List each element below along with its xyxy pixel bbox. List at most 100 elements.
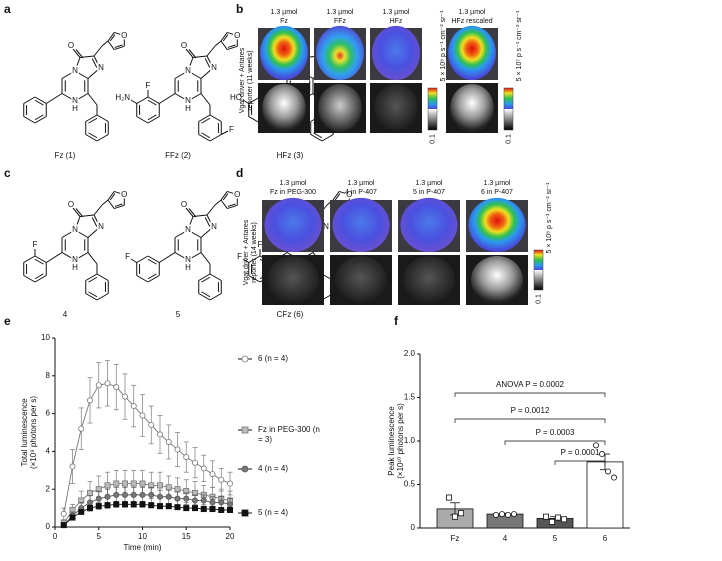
data-point [122,501,129,508]
y-axis-label: Peak luminescence [387,406,396,476]
bond [96,293,109,301]
bond [34,96,47,104]
bond [87,226,101,238]
bond [109,34,116,42]
data-point [209,499,216,506]
bond [34,273,44,280]
data-point [87,489,94,496]
data-point [148,502,155,509]
individual-point [492,511,499,518]
image-dose: 1.3 µmol [484,180,511,187]
x-tick-label: 6 [603,534,608,543]
bond [206,55,214,69]
data-point [104,502,111,509]
colorbar-max-label: 5 × 10⁷ p s⁻¹ cm⁻² sr⁻¹ [516,10,523,81]
bond [158,93,176,104]
atom-label: N [72,225,78,234]
legend-marker [241,355,249,363]
y-tick-label: 0 [46,522,51,531]
bond [220,191,228,201]
bond [23,255,36,263]
substituent-label: F [237,252,242,261]
bond [227,203,236,207]
legend-marker [241,509,249,517]
bond [209,293,222,301]
bond [321,134,334,142]
bond [198,293,211,301]
data-point [174,446,181,453]
data-point [183,505,190,512]
bond [136,116,149,124]
bond [101,199,109,206]
significance-bracket [454,392,606,397]
x-tick-label: 10 [138,532,147,541]
grayscale-image [374,84,418,132]
atom-label: O [234,190,240,199]
x-tick-label: 5 [553,534,558,543]
data-point [139,412,146,419]
atom-label: H [72,104,78,113]
legend-label: 6 (n = 4) [258,354,289,363]
bond [87,93,98,106]
legend-marker [241,465,249,473]
atom-label: O [346,190,352,199]
data-point [165,484,172,491]
data-point [113,491,120,498]
legend-label: Fz in PEG-300 (n = 3) [258,425,320,444]
structure-caption: CFz (6) [277,310,304,319]
bioluminescence-image [372,25,420,80]
bond [198,114,211,122]
panel-letter: d [236,166,243,180]
bond [220,199,228,209]
data-point [156,482,163,489]
individual-point [451,513,458,520]
individual-point [510,511,517,518]
bioluminescence-image [260,25,308,80]
bond [74,229,89,238]
atom-label: O [68,200,74,209]
bond [242,258,249,263]
bond [220,32,228,42]
atom-label: O [68,41,74,50]
bond [61,252,76,261]
individual-point [445,494,452,501]
data-point [209,506,216,513]
data-point [95,503,102,510]
data-point [226,501,233,508]
substituent-label: F [146,81,151,90]
bond [136,96,149,104]
atom-label: N [211,63,217,72]
atom-label: N [72,66,78,75]
data-point [113,480,120,487]
individual-point [599,451,606,458]
structure-caption: HFz (3) [277,151,304,160]
grayscale-image [402,256,456,304]
panel-letter: b [236,2,243,16]
bond [200,252,211,265]
bond [74,252,89,261]
bond [74,57,81,72]
atom-label: H [72,263,78,272]
bond [209,273,222,281]
bond [91,58,98,68]
atom-label: N [185,225,191,234]
data-point [226,506,233,513]
bond [85,134,98,142]
data-point [148,421,155,428]
bond [85,273,98,281]
y-tick-label: 0.5 [404,480,416,489]
bond [188,49,197,59]
bond [75,208,84,218]
image-label: FFz [334,18,347,25]
bond [61,229,76,238]
atom-label: O [234,31,240,40]
bond [174,93,189,102]
bond [204,217,211,227]
legend-label: 5 (n = 4) [258,508,289,517]
image-dose: 1.3 µmol [280,180,307,187]
bond [45,252,63,263]
row-label: reporter (14 weeks) [251,222,258,283]
data-point [156,493,163,500]
bond [201,276,211,283]
